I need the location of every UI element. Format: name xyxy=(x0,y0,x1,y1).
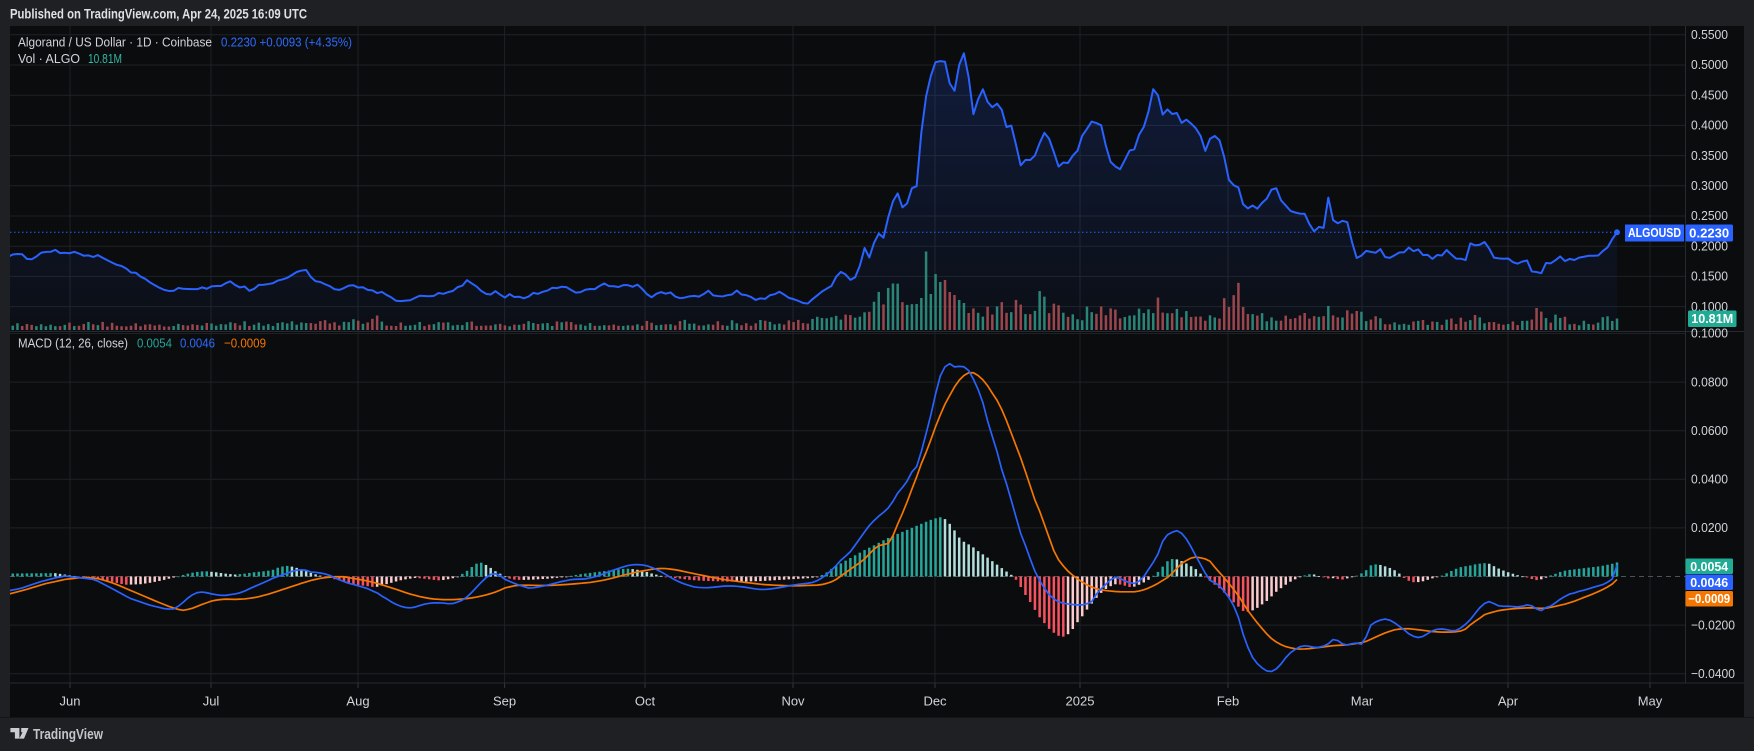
svg-text:0.0200: 0.0200 xyxy=(1691,520,1728,535)
svg-text:−0.0009: −0.0009 xyxy=(224,336,266,351)
svg-text:0.0600: 0.0600 xyxy=(1691,423,1728,438)
svg-text:0.3500: 0.3500 xyxy=(1691,148,1728,163)
svg-text:0.2230: 0.2230 xyxy=(1689,226,1729,241)
svg-text:TradingView: TradingView xyxy=(33,726,103,743)
svg-text:Published on TradingView.com,: Published on TradingView.com, Apr 24, 20… xyxy=(10,7,307,22)
svg-text:0.0054: 0.0054 xyxy=(1690,560,1728,574)
svg-text:May: May xyxy=(1638,694,1663,709)
svg-text:0.2000: 0.2000 xyxy=(1691,238,1728,253)
svg-text:Oct: Oct xyxy=(635,694,656,709)
svg-text:MACD (12, 26, close): MACD (12, 26, close) xyxy=(18,336,128,351)
svg-text:Jun: Jun xyxy=(60,694,81,709)
svg-text:Sep: Sep xyxy=(493,694,516,709)
svg-text:Feb: Feb xyxy=(1217,694,1239,709)
svg-text:10.81M: 10.81M xyxy=(1691,311,1733,326)
svg-text:Mar: Mar xyxy=(1351,694,1374,709)
svg-text:0.0800: 0.0800 xyxy=(1691,374,1728,389)
svg-text:−0.0009: −0.0009 xyxy=(1688,592,1730,606)
svg-text:0.0054: 0.0054 xyxy=(137,336,172,351)
svg-text:10.81M: 10.81M xyxy=(88,51,122,66)
svg-text:0.3000: 0.3000 xyxy=(1691,178,1728,193)
svg-text:Algorand / US Dollar · 1D · Co: Algorand / US Dollar · 1D · Coinbase xyxy=(18,35,212,50)
svg-text:Aug: Aug xyxy=(346,694,369,709)
svg-text:0.1000: 0.1000 xyxy=(1691,326,1728,341)
svg-text:0.0400: 0.0400 xyxy=(1691,472,1728,487)
svg-text:−0.0200: −0.0200 xyxy=(1691,617,1735,632)
svg-text:0.1500: 0.1500 xyxy=(1691,269,1728,284)
svg-text:0.2230 +0.0093 (+4.35%): 0.2230 +0.0093 (+4.35%) xyxy=(221,35,352,50)
svg-text:Jul: Jul xyxy=(203,694,220,709)
svg-text:0.0046: 0.0046 xyxy=(180,336,215,351)
svg-text:0.4500: 0.4500 xyxy=(1691,87,1728,102)
svg-text:0.2500: 0.2500 xyxy=(1691,208,1728,223)
svg-text:0.1000: 0.1000 xyxy=(1691,299,1728,314)
svg-text:ALGOUSD: ALGOUSD xyxy=(1628,226,1681,240)
svg-text:Apr: Apr xyxy=(1498,694,1519,709)
svg-text:Dec: Dec xyxy=(923,694,947,709)
svg-text:−0.0400: −0.0400 xyxy=(1691,666,1735,681)
svg-text:0.5500: 0.5500 xyxy=(1691,27,1728,42)
svg-text:Nov: Nov xyxy=(781,694,805,709)
svg-text:0.5000: 0.5000 xyxy=(1691,57,1728,72)
svg-text:0.4000: 0.4000 xyxy=(1691,118,1728,133)
svg-text:2025: 2025 xyxy=(1066,694,1095,709)
svg-text:0.0046: 0.0046 xyxy=(1690,576,1728,590)
svg-text:Vol · ALGO: Vol · ALGO xyxy=(18,51,80,66)
